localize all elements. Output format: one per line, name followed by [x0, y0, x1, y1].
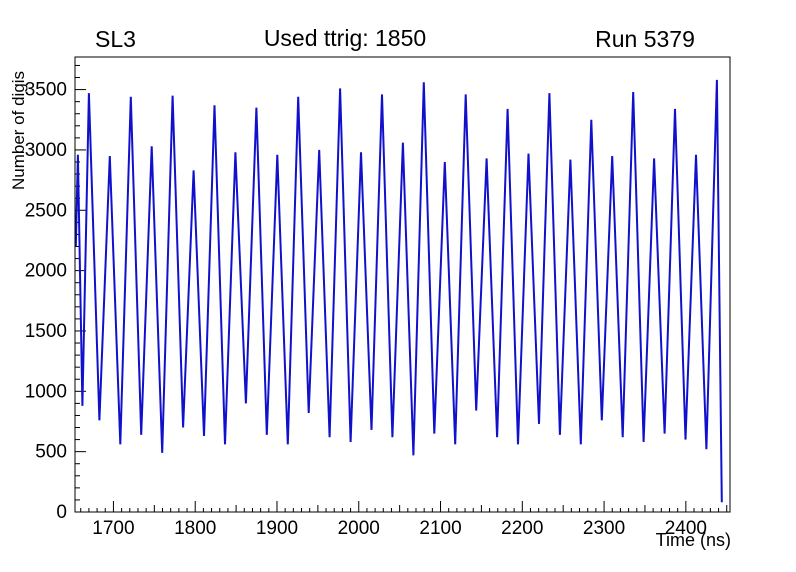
data-series: [74, 79, 723, 503]
svg-text:1000: 1000: [25, 381, 67, 402]
svg-text:2500: 2500: [25, 200, 67, 221]
svg-text:2200: 2200: [501, 518, 543, 539]
chart-title-center: Used ttrig: 1850: [264, 25, 426, 51]
svg-text:3500: 3500: [25, 80, 67, 101]
svg-text:500: 500: [35, 442, 67, 463]
svg-text:3000: 3000: [25, 140, 67, 161]
svg-text:1900: 1900: [256, 518, 298, 539]
x-axis-label: Time (ns): [656, 530, 731, 550]
svg-text:1500: 1500: [25, 321, 67, 342]
y-axis-label: Number of digis: [9, 71, 28, 190]
axes-ticks: 1700 1800 1900 2000 2100 2200 2300 2400 0 500 1000…: [25, 64, 728, 539]
plot-frame: [74, 56, 731, 513]
svg-text:2000: 2000: [25, 261, 67, 282]
svg-text:1700: 1700: [92, 518, 134, 539]
svg-text:2000: 2000: [338, 518, 380, 539]
svg-text:2300: 2300: [583, 518, 625, 539]
svg-text:1800: 1800: [174, 518, 216, 539]
svg-text:0: 0: [56, 502, 67, 523]
svg-text:2400: 2400: [665, 518, 707, 539]
chart-title-left: SL3: [95, 26, 136, 52]
svg-text:2100: 2100: [419, 518, 461, 539]
chart-title-right: Run 5379: [595, 26, 695, 52]
